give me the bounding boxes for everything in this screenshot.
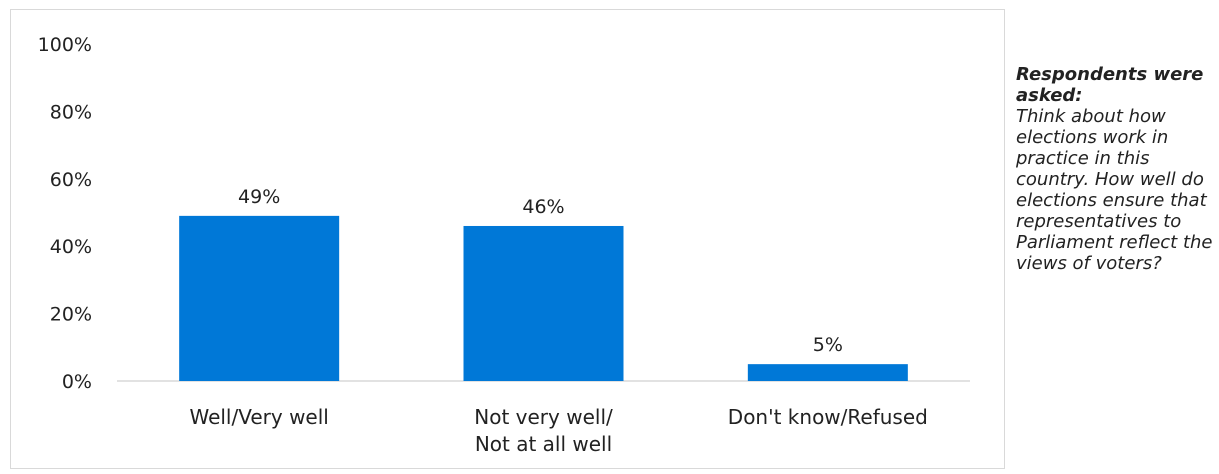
question-text: Think about how elections work in practi… — [1016, 106, 1213, 274]
bar-chart: 0% 20% 40% 60% 80% 100% 49% Well/Very well 46% No… — [38, 34, 970, 456]
y-tick-label: 20% — [50, 304, 92, 326]
question-heading: Respondents were asked: — [1016, 64, 1204, 106]
y-tick-label: 60% — [50, 169, 92, 191]
bar — [747, 364, 908, 381]
y-tick-label: 40% — [50, 236, 92, 258]
x-tick-label: Well/Very well — [189, 405, 328, 429]
x-tick-label: Not at all well — [475, 432, 612, 456]
data-label: 5% — [813, 334, 843, 356]
question-note: Respondents were asked: Think about how … — [1016, 64, 1216, 274]
y-tick-label: 100% — [38, 34, 92, 56]
x-tick-label: Don't know/Refused — [728, 405, 928, 429]
y-tick-label: 0% — [62, 371, 92, 393]
bar — [463, 225, 624, 381]
data-label: 46% — [522, 196, 564, 218]
data-label: 49% — [238, 186, 280, 208]
chart-frame — [10, 9, 1005, 469]
y-tick-label: 80% — [50, 101, 92, 123]
x-tick-label: Not very well/ — [474, 405, 613, 429]
bar — [179, 215, 340, 381]
